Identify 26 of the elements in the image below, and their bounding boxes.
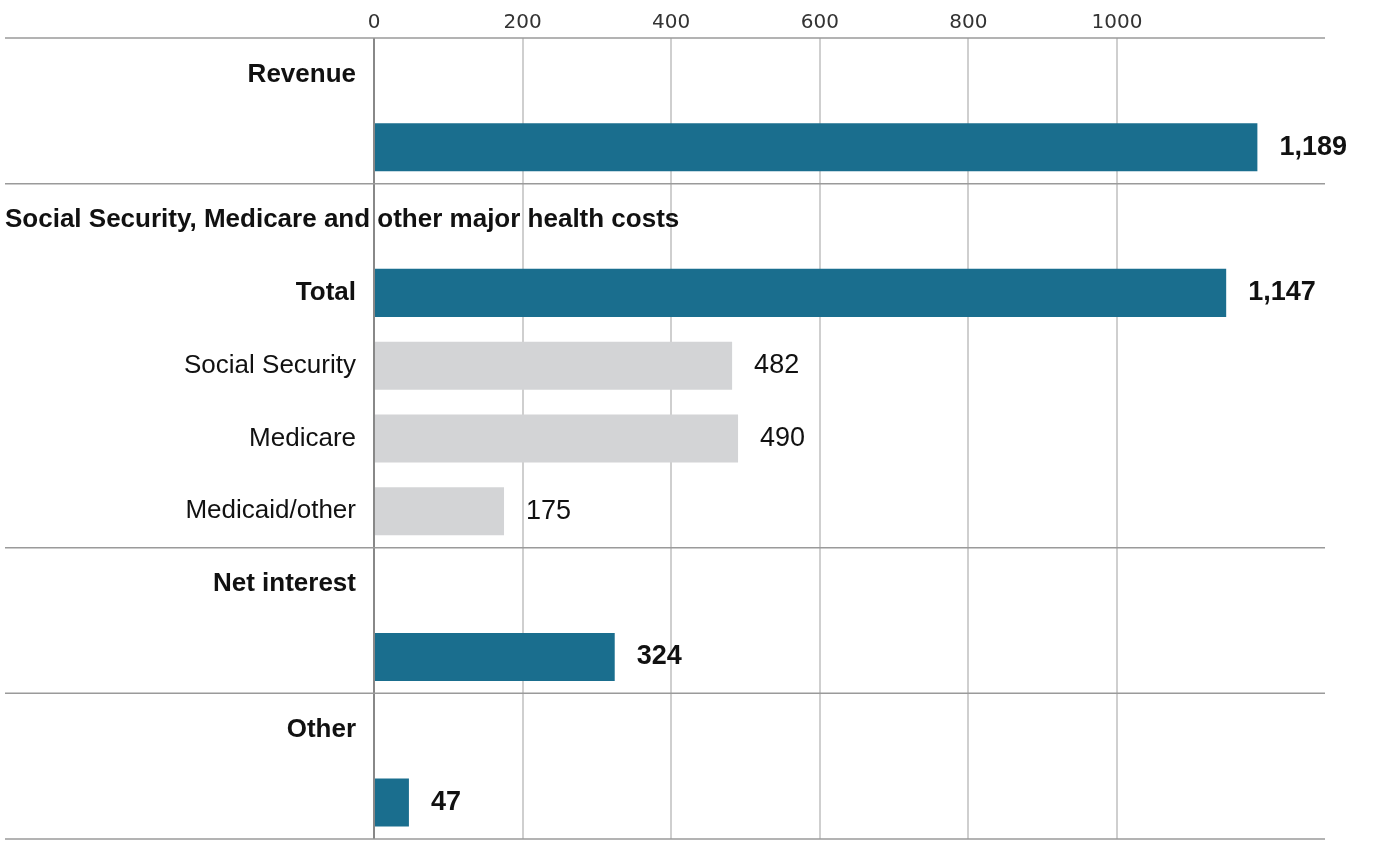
y-tick-label: Revenue xyxy=(247,57,356,88)
x-tick-label: 400 xyxy=(652,9,691,34)
data-label: 175 xyxy=(526,494,572,525)
data-label: 324 xyxy=(636,640,682,671)
bar xyxy=(375,123,1258,172)
bar xyxy=(375,268,1227,317)
bar xyxy=(375,778,409,827)
y-tick-label: Total xyxy=(295,276,356,307)
bar xyxy=(375,632,615,681)
y-tick-label: Social Security, Medicare and other major health costs xyxy=(5,203,680,234)
x-tick-label: 200 xyxy=(503,9,542,34)
data-label: 47 xyxy=(430,786,461,817)
data-label: 482 xyxy=(754,349,800,380)
bar xyxy=(375,487,505,536)
data-label: 1,147 xyxy=(1248,276,1316,307)
x-tick-label: 800 xyxy=(949,9,988,34)
y-tick-label: Medicaid/other xyxy=(185,494,357,525)
y-tick-label: Other xyxy=(286,712,356,743)
data-label: 1,189 xyxy=(1279,130,1347,161)
x-tick-label: 1000 xyxy=(1091,9,1143,34)
x-tick-label: 0 xyxy=(367,9,381,34)
data-label: 490 xyxy=(760,421,806,452)
x-tick-label: 600 xyxy=(800,9,839,34)
y-tick-label: Medicare xyxy=(249,421,356,452)
y-tick-label: Social Security xyxy=(184,348,356,379)
y-tick-label: Net interest xyxy=(212,567,357,598)
